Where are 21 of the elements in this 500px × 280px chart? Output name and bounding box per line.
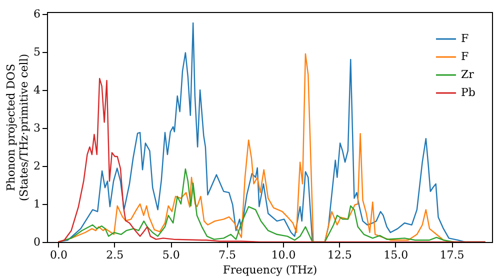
x-tick-label: 0.0: [50, 248, 68, 262]
x-tick-label: 12.5: [327, 248, 352, 262]
x-tick-label: 15.0: [384, 248, 408, 262]
y-tick-label: 3: [34, 121, 40, 134]
y-tick-label: 0: [34, 236, 40, 248]
x-tick-label: 2.5: [106, 248, 124, 262]
legend-label: F: [461, 50, 469, 63]
y-tick-label: 5: [34, 45, 40, 58]
y-tick-label: 2: [34, 159, 40, 172]
y-tick-label: 1: [34, 197, 40, 210]
x-tick-label: 10.0: [271, 248, 296, 262]
x-tick-label: 5.0: [162, 248, 180, 262]
x-tick-label: 17.5: [440, 248, 464, 262]
y-tick-label: 6: [34, 7, 40, 20]
y-tick-label: 4: [34, 83, 40, 96]
x-tick-label: 7.5: [218, 248, 236, 262]
x-axis-title: Frequency (THz): [222, 264, 318, 276]
y-axis-title: Phonon projected DOS (States/THz·primitive cell): [4, 54, 30, 202]
legend-label: F: [461, 32, 469, 45]
legend-label: Pb: [461, 86, 476, 99]
legend-label: Zr: [461, 68, 475, 81]
